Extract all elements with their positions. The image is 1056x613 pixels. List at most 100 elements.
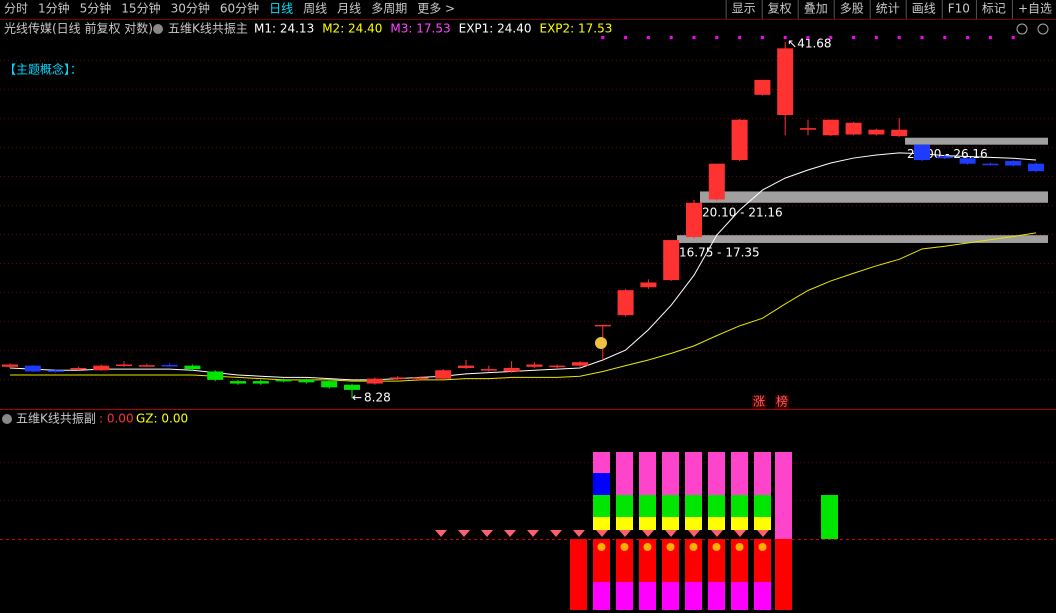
marker-box [775, 395, 789, 409]
sub-bar [754, 517, 771, 530]
sub-bar [616, 452, 633, 495]
period-tab[interactable]: 更多 > [417, 2, 455, 16]
candle-body [982, 163, 999, 166]
sub-bar [593, 495, 610, 517]
candle-body [2, 364, 18, 367]
sub-bar [593, 582, 610, 610]
sub-bar [616, 582, 633, 610]
sub-bar [662, 539, 679, 582]
toolbar-button[interactable]: 叠加 [804, 2, 828, 16]
butterfly [689, 543, 698, 551]
settings-icon[interactable] [1016, 23, 1028, 35]
period-tab[interactable]: 60分钟 [220, 1, 259, 16]
candle-body [366, 378, 383, 384]
sub-bar [775, 452, 792, 539]
toolbar-button[interactable]: 标记 [982, 2, 1006, 16]
diamond [734, 530, 746, 537]
sub-title[interactable]: 五维K线共振副 [16, 412, 96, 426]
sub-bar [662, 582, 679, 610]
toolbar-button[interactable]: F10 [948, 2, 970, 16]
signal-dot [966, 36, 970, 39]
diamond [481, 530, 493, 537]
sub-bar [708, 495, 725, 517]
candle-body [800, 128, 816, 130]
sub-bar [708, 517, 725, 530]
period-tab[interactable]: 多周期 [371, 2, 407, 16]
period-tab[interactable]: 日线 [269, 2, 293, 16]
signal-dot [783, 36, 787, 39]
period-tab[interactable]: 1分钟 [38, 1, 70, 16]
candle-body [321, 381, 338, 388]
sub-gz: GZ: 0.00 [136, 412, 188, 426]
candle-body [777, 48, 794, 116]
concept-label[interactable]: 【主题概念】： [4, 62, 82, 77]
sub-bar [593, 539, 610, 582]
sub-bar [708, 539, 725, 582]
max-label: 41.68 [797, 37, 831, 51]
indicator-name[interactable]: 五维K线共振主 [168, 22, 248, 36]
butterfly [712, 543, 721, 551]
support-zone [700, 191, 1048, 203]
period-tab[interactable]: 15分钟 [121, 1, 160, 16]
toolbar-button[interactable]: 多股 [840, 2, 864, 16]
sub-bar [639, 539, 656, 582]
candle-body [640, 282, 657, 288]
period-tab[interactable]: 月线 [337, 2, 361, 16]
min-arrow: ← [352, 391, 362, 405]
sub-bar [731, 452, 748, 495]
candle-body [458, 365, 474, 368]
sub-bar [731, 495, 748, 517]
diamond [757, 530, 769, 537]
period-tab[interactable]: 30分钟 [171, 1, 210, 16]
butterfly [758, 543, 767, 551]
toolbar-button[interactable]: +自选 [1018, 2, 1052, 16]
sub-icon[interactable] [2, 414, 12, 424]
candle-body [959, 158, 976, 164]
signal-dot [692, 36, 696, 39]
candle-body [412, 377, 429, 379]
sub-bar [662, 495, 679, 517]
candle-body [435, 370, 452, 379]
period-tab[interactable]: 周线 [303, 2, 327, 16]
diamond [665, 530, 677, 537]
candle-body [686, 202, 702, 238]
sub-bar [685, 517, 702, 530]
signal-dot [669, 36, 673, 39]
diamond [596, 530, 608, 537]
sub-bar [708, 452, 725, 495]
candle-body [24, 365, 41, 372]
candle-body [891, 129, 908, 137]
sub-bar [821, 495, 838, 539]
period-tab[interactable]: 分时 [4, 2, 28, 16]
close-icon[interactable] [1037, 23, 1049, 35]
toolbar-button[interactable]: 复权 [768, 2, 792, 16]
legend-item: M3: 17.53 [390, 22, 450, 36]
toolbar-button[interactable]: 显示 [732, 2, 756, 16]
legend-item: EXP1: 24.40 [459, 22, 532, 36]
signal-dot [897, 36, 901, 39]
diamond [504, 530, 516, 537]
candle-body [617, 290, 634, 316]
candle-body [161, 364, 178, 367]
toolbar-button[interactable]: 统计 [876, 2, 900, 16]
signal-dot [646, 36, 650, 39]
butterfly [735, 543, 744, 551]
candle-body [207, 371, 224, 380]
sub-bar [708, 582, 725, 610]
marker-box [752, 395, 766, 409]
toolbar-button[interactable]: 画线 [912, 2, 936, 16]
marker: 榜 [776, 394, 788, 409]
candle-body [549, 365, 566, 368]
signal-dot [738, 36, 742, 39]
candle-body [526, 364, 543, 367]
sub-bar [616, 495, 633, 517]
sub-bar [593, 452, 610, 473]
support-zone [677, 235, 1048, 243]
period-tab[interactable]: 5分钟 [80, 1, 112, 16]
legend-item: EXP2: 17.53 [540, 22, 613, 36]
signal-dot [920, 36, 924, 39]
indicator-icon[interactable] [153, 24, 163, 34]
diamond [642, 530, 654, 537]
diamond [688, 530, 700, 537]
